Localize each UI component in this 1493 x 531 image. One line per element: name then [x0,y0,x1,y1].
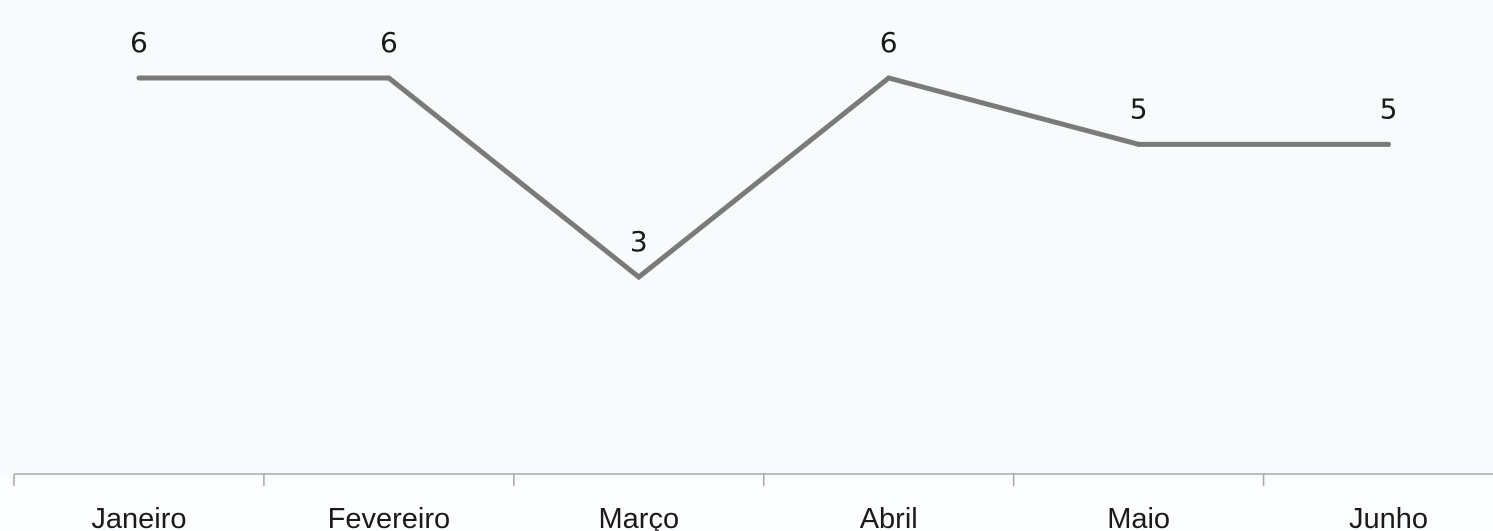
x-tick-label: Abril [860,503,918,531]
data-point [386,75,392,81]
x-axis-tick-labels: Janeiro Fevereiro Março Abril Maio Junho [91,503,1428,531]
x-axis-ticks [13,474,1265,486]
data-label: 6 [380,26,398,59]
data-point [1386,141,1392,147]
data-point [886,75,892,81]
series-line [138,75,1389,281]
data-labels: 6 6 3 6 5 5 [130,26,1397,258]
data-label: 5 [1380,92,1398,125]
x-tick-label: Maio [1107,503,1170,531]
data-label: 5 [1130,92,1148,125]
data-point [636,274,642,280]
x-tick-label: Junho [1349,503,1428,531]
series-group [136,75,1392,281]
x-tick-label: Fevereiro [328,503,451,531]
data-label: 3 [630,225,648,258]
x-tick-label: Março [599,503,680,531]
data-point [1136,141,1142,147]
data-label: 6 [880,26,898,59]
data-point [136,75,142,81]
data-label: 6 [130,26,148,59]
x-tick-label: Janeiro [91,503,186,531]
plot-area [0,0,1493,474]
